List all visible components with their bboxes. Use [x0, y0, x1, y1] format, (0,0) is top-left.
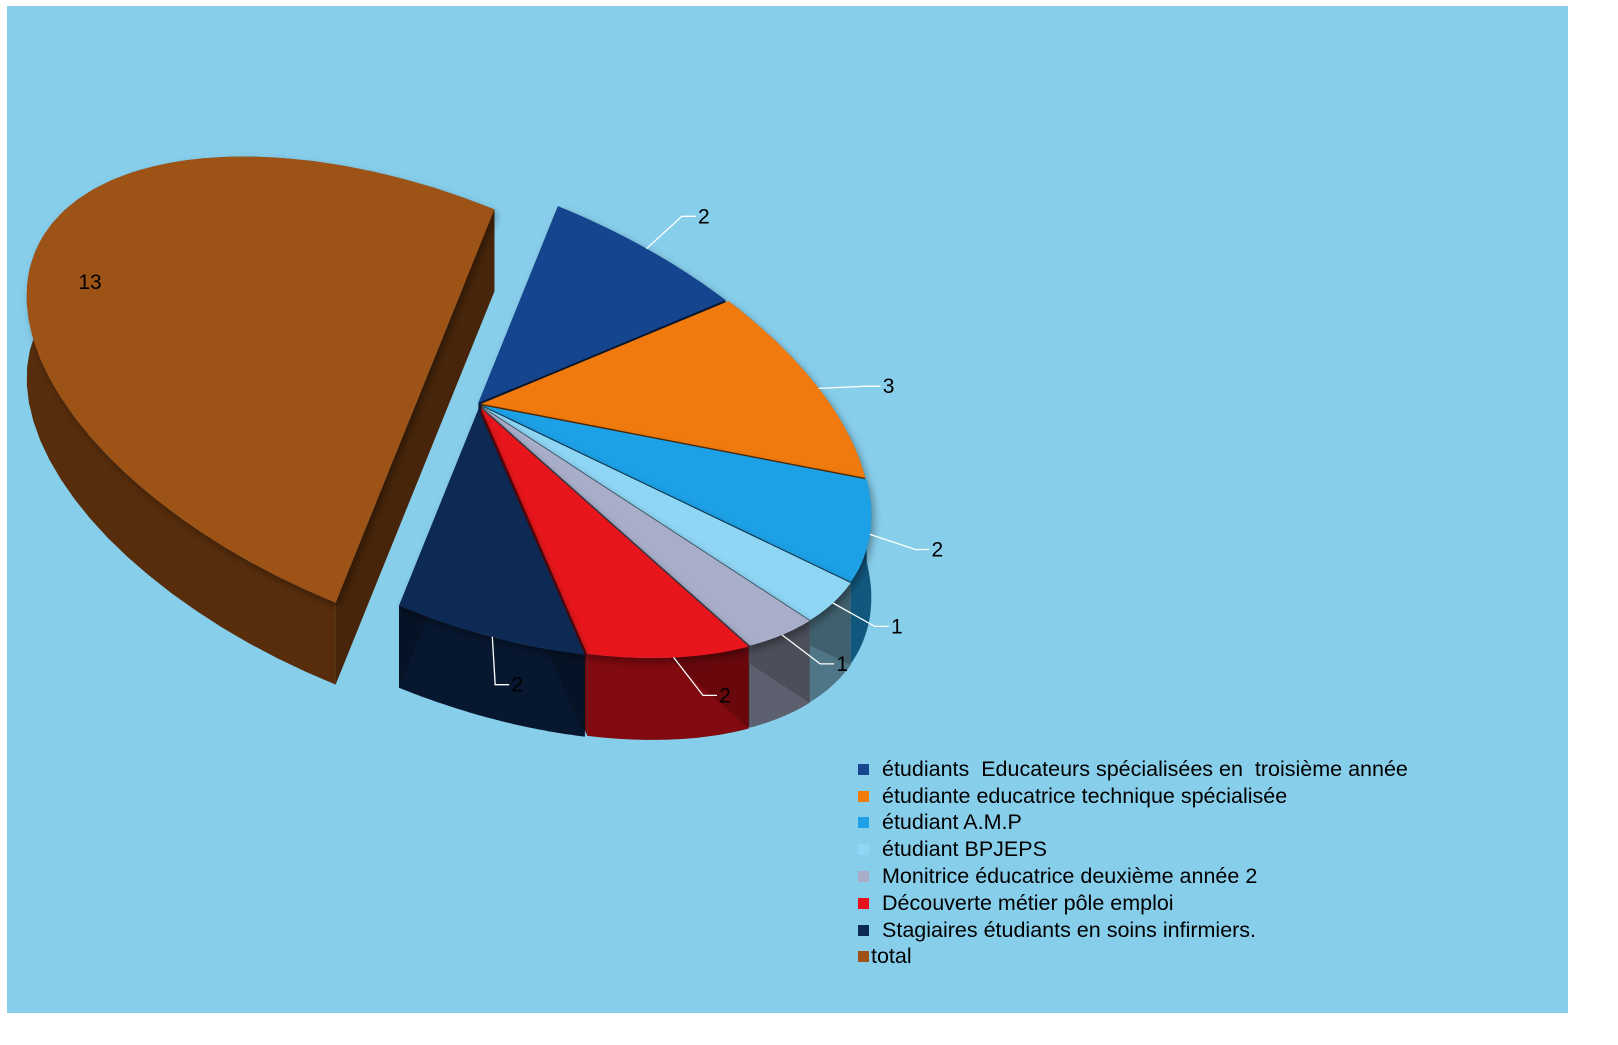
leader-lines — [491, 215, 930, 697]
pie-chart: 2 3 2 1 1 2 2 13 — [26, 156, 943, 740]
pie-slice-side-total — [26, 156, 495, 685]
legend-swatch — [858, 897, 869, 909]
pie-slice-etudiant-bpjeps — [482, 406, 851, 621]
legend-swatch — [858, 924, 869, 936]
pie-slice-etudiant-a-m-p — [483, 405, 872, 582]
legend-label: étudiante educatrice technique spécialis… — [882, 783, 1288, 808]
legend-item: étudiante educatrice technique spécialis… — [847, 783, 1408, 810]
leader-line — [832, 602, 889, 628]
legend-item: étudiant A.M.P — [847, 810, 1408, 837]
legend-item: Stagiaires étudiants en soins infirmiers… — [847, 917, 1408, 944]
leader-line — [818, 385, 881, 390]
data-label: 3 — [883, 375, 895, 398]
pie-slice-cut-face — [335, 406, 415, 685]
leader-line — [491, 636, 510, 686]
legend-label: Découverte métier pôle emploi — [882, 890, 1174, 915]
legend-item: étudiants Educateurs spécialisées en tro… — [847, 756, 1408, 783]
leader-line — [673, 657, 717, 697]
chart-area: 2 3 2 1 1 2 2 13 étudiants Educateurs spécialis… — [7, 6, 1568, 1013]
legend-swatch — [858, 790, 869, 802]
data-label: 2 — [511, 674, 523, 697]
pie-slice-wall — [26, 156, 495, 685]
data-label: 2 — [719, 684, 731, 707]
legend-label: étudiant A.M.P — [882, 810, 1022, 835]
legend-label: total — [871, 944, 912, 969]
pie-slice-cut-face — [415, 209, 495, 489]
legend-label: étudiants Educateurs spécialisées en tro… — [882, 756, 1408, 781]
pie-slice-etudiants-educateurs-specialisees-en-troisieme-annee — [478, 206, 726, 403]
legend-item: total — [847, 944, 1408, 971]
legend-swatch — [858, 817, 869, 829]
leader-line — [646, 215, 696, 250]
pie-slice-wall — [850, 479, 872, 664]
legend-item: Découverte métier pôle emploi — [847, 890, 1408, 917]
data-label: 2 — [932, 539, 944, 562]
pie-slice-wall — [399, 605, 585, 737]
leader-line — [781, 634, 835, 665]
data-label: 1 — [891, 615, 903, 638]
legend-swatch — [858, 763, 869, 775]
pie-top-faces — [26, 156, 872, 658]
legend-label: Stagiaires étudiants en soins infirmiers… — [882, 917, 1257, 942]
pie-slice-total — [26, 156, 495, 603]
data-label: 2 — [698, 205, 710, 228]
pie-slice-etudiante-educatrice-technique-specialisee — [481, 301, 866, 478]
pie-slice-stagiaires-etudiants-en-soins-infirmiers — [399, 409, 585, 655]
legend: étudiants Educateurs spécialisées en tro… — [847, 756, 1408, 970]
legend-swatch — [858, 871, 869, 883]
legend-item: Monitrice éducatrice deuxième année 2 — [847, 863, 1408, 890]
data-label: 1 — [836, 653, 848, 676]
pie-slice-monitrice-educatrice-deuxieme-annee-2 — [482, 407, 810, 646]
legend-label: Monitrice éducatrice deuxième année 2 — [882, 864, 1258, 889]
legend-swatch — [858, 844, 869, 856]
legend-label: étudiant BPJEPS — [882, 837, 1047, 862]
data-label: 13 — [78, 271, 101, 294]
leader-line — [869, 533, 930, 551]
pie-slice-decouverte-metier-pole-emploi — [481, 408, 749, 658]
legend-item: étudiant BPJEPS — [847, 836, 1408, 863]
legend-swatch — [858, 951, 869, 963]
data-labels: 2 3 2 1 1 2 2 13 — [78, 205, 943, 707]
